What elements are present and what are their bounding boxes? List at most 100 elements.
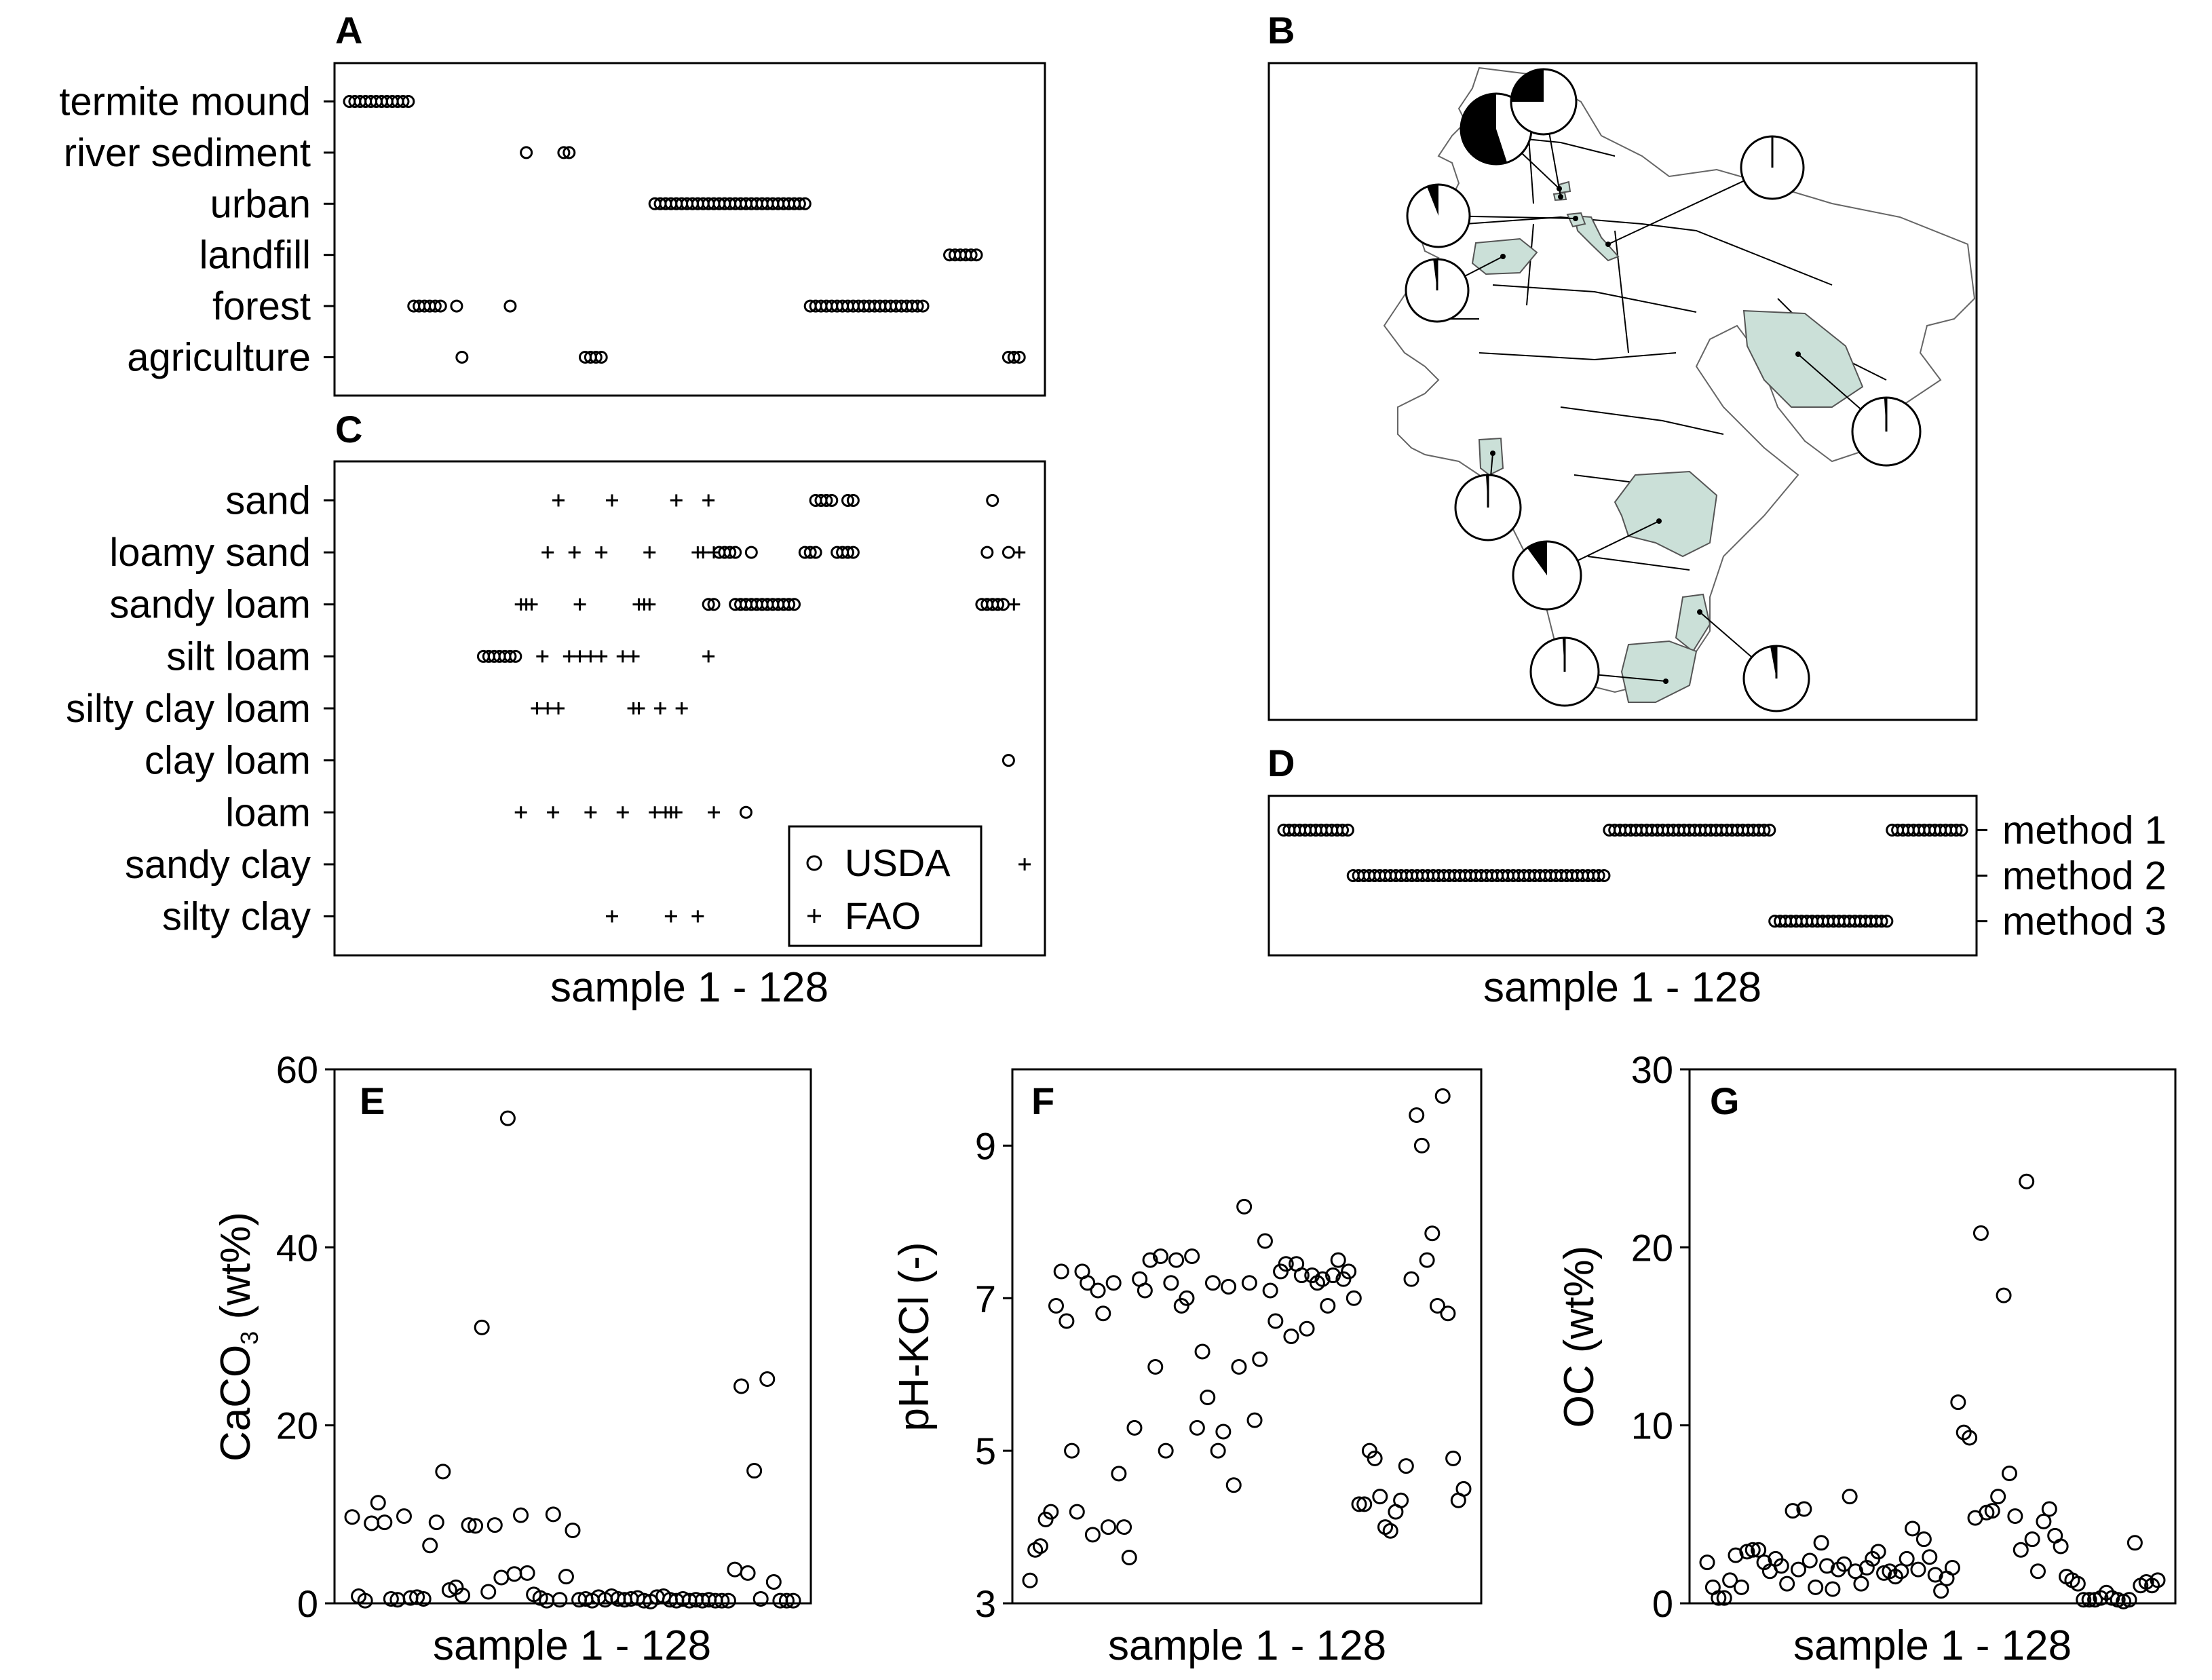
- data-point: [480, 1584, 497, 1600]
- panel-c: C sand loamy sand sandy loam silt loam silty…: [66, 408, 1046, 1011]
- data-point: [1779, 1576, 1795, 1592]
- data-point: [519, 1565, 535, 1581]
- sample-point: [509, 649, 522, 663]
- sample-point: [970, 248, 983, 262]
- data-point: [383, 1590, 399, 1607]
- data-point: [1996, 1287, 2012, 1303]
- sample-point: [841, 546, 854, 559]
- data-point: [2081, 1592, 2097, 1608]
- data-point: [1699, 1554, 1715, 1571]
- legend-usda-marker: [806, 855, 822, 871]
- fao-point: [643, 546, 656, 559]
- data-point: [1241, 1275, 1257, 1291]
- legend-usda-label: USDA: [845, 841, 951, 884]
- fao-point: [616, 650, 629, 663]
- data-point: [1785, 1503, 1801, 1519]
- fao-point: [708, 546, 721, 559]
- pie-slice-belgium: [1511, 69, 1544, 102]
- data-point: [1825, 1581, 1841, 1597]
- ytick-label: 30: [1631, 1048, 1673, 1091]
- data-point: [468, 1518, 484, 1534]
- sample-point: [782, 598, 796, 611]
- sample-point: [503, 649, 517, 663]
- data-point: [1893, 1563, 1909, 1580]
- sample-point: [980, 546, 994, 559]
- location-dot-belgium: [1558, 194, 1563, 199]
- sample-point: [1341, 823, 1354, 837]
- data-point: [1168, 1252, 1185, 1268]
- category-label-silt-loam: silt loam: [166, 634, 311, 679]
- data-point: [733, 1378, 750, 1394]
- fao-point: [702, 650, 715, 663]
- sample-point: [707, 598, 721, 611]
- fao-point: [605, 910, 618, 923]
- panel-e-points: [344, 1110, 801, 1609]
- data-point: [422, 1538, 438, 1554]
- sample-point: [396, 95, 410, 109]
- data-point: [1215, 1424, 1232, 1440]
- data-point: [1064, 1443, 1080, 1459]
- data-point: [1393, 1492, 1409, 1508]
- ytick-label: 5: [975, 1430, 996, 1472]
- panel-c-ticks: [324, 499, 335, 918]
- data-point: [1419, 1252, 1435, 1268]
- data-point: [493, 1569, 510, 1586]
- data-point: [1915, 1531, 1932, 1548]
- fao-point: [697, 546, 710, 559]
- data-point: [1095, 1305, 1111, 1322]
- data-point: [1962, 1430, 1978, 1446]
- data-point: [2121, 1592, 2137, 1608]
- sample-point: [729, 546, 742, 559]
- data-point: [1842, 1489, 1858, 1505]
- fao-point: [670, 494, 683, 507]
- data-point: [1283, 1329, 1299, 1344]
- sample-point: [846, 546, 860, 559]
- data-point: [1351, 1496, 1367, 1512]
- data-point: [1278, 1256, 1294, 1272]
- data-point: [1314, 1271, 1331, 1287]
- data-point: [1158, 1443, 1174, 1459]
- data-point: [2076, 1592, 2092, 1608]
- sample-point: [798, 197, 812, 210]
- data-point: [714, 1592, 730, 1609]
- panel-d-ticks: [1977, 828, 1987, 923]
- sample-point: [520, 146, 533, 159]
- data-point: [1382, 1523, 1398, 1539]
- data-point: [1372, 1489, 1388, 1505]
- category-label-sandy-clay: sandy clay: [125, 843, 311, 887]
- data-point: [1325, 1267, 1341, 1284]
- sample-point: [702, 598, 715, 611]
- fao-point: [1018, 858, 1031, 871]
- ytick-label: 7: [975, 1277, 996, 1320]
- category-label-clay-loam: clay loam: [145, 739, 311, 783]
- data-point: [1116, 1519, 1132, 1535]
- data-point: [1225, 1477, 1242, 1493]
- sample-point: [589, 350, 603, 364]
- sample-point: [1336, 823, 1350, 837]
- data-point: [2007, 1508, 2023, 1524]
- location-dot-dr-congo: [1656, 518, 1662, 524]
- data-point: [1455, 1481, 1472, 1497]
- category-label-river-sediment: river sediment: [64, 131, 311, 175]
- legend-box: [788, 825, 983, 947]
- data-point: [2019, 1173, 2035, 1189]
- sample-point: [1012, 350, 1026, 364]
- fao-point: [595, 650, 608, 663]
- sample-point: [841, 493, 854, 507]
- panel-g-ylabel: OC (wt%): [1556, 1246, 1603, 1428]
- data-point: [1189, 1419, 1205, 1436]
- fao-point: [573, 650, 586, 663]
- panel-e-ylabel: CaCO3 (wt%): [212, 1212, 263, 1462]
- category-label-landfill: landfill: [199, 233, 311, 278]
- panel-c-points: [476, 493, 1031, 923]
- data-point: [1899, 1550, 1915, 1567]
- location-dot-spain: [1500, 254, 1506, 259]
- panel-e-ylabel-main: CaCO: [212, 1345, 259, 1462]
- data-point: [1853, 1576, 1869, 1592]
- sample-point: [809, 546, 822, 559]
- sample-point: [1763, 823, 1776, 837]
- panel-f-yticks: 3 5 7 9: [975, 1124, 1012, 1625]
- panel-e-xlabel: sample 1 - 128: [433, 1622, 711, 1669]
- data-point: [2127, 1535, 2143, 1551]
